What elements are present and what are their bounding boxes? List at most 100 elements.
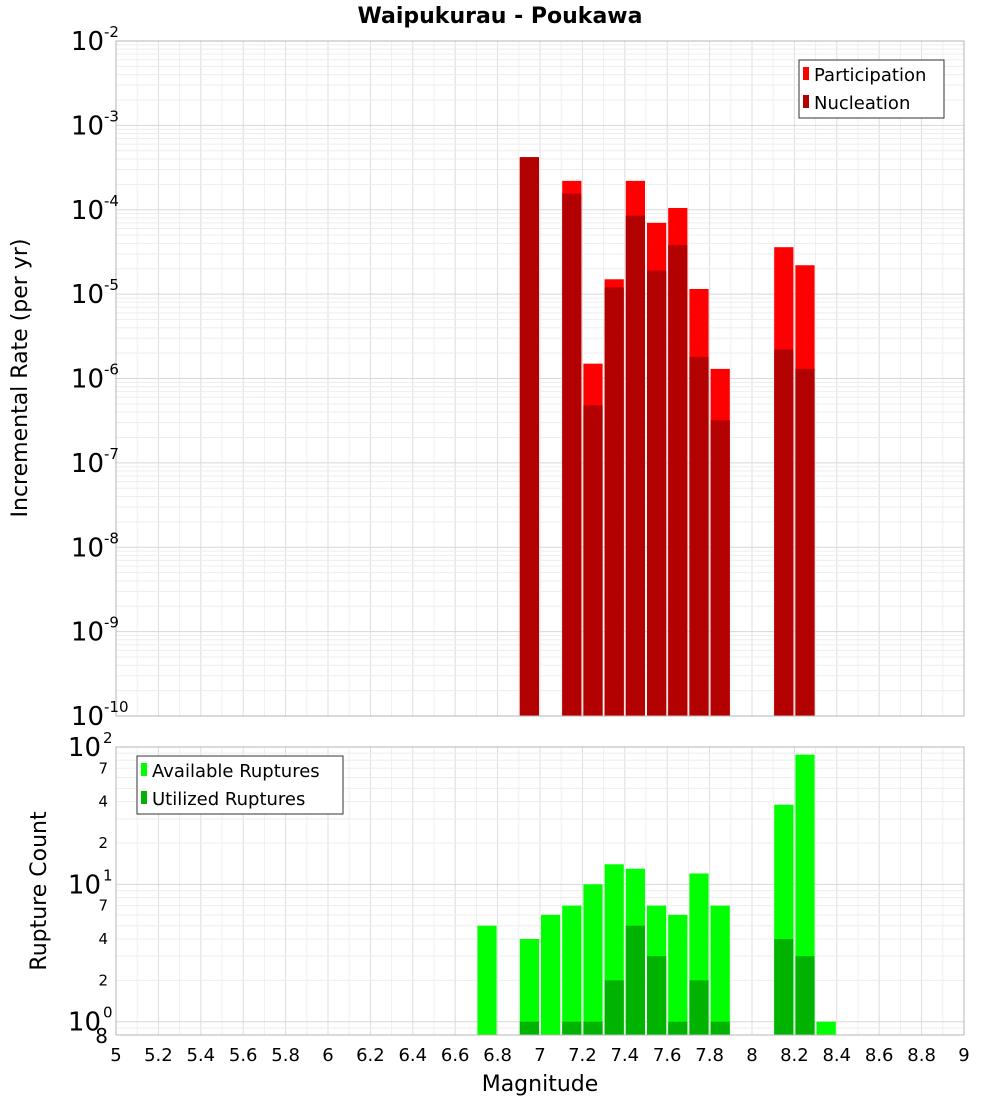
available-ruptures-bar [519, 939, 539, 1035]
bottom-legend-swatch [141, 791, 147, 804]
x-tick-label: 7.6 [653, 1045, 682, 1066]
top-y-tick-exponent: -5 [104, 276, 119, 294]
top-y-tick-label: 10 -4 [71, 192, 119, 226]
top-y-tick-exponent: -3 [104, 107, 119, 125]
bottom-y-minor-tick-label: 2 [98, 971, 108, 989]
top-y-tick-base: 10 [71, 618, 104, 648]
nucleation-bar [562, 193, 582, 716]
bottom-y-minor-tick-label: 7 [98, 897, 108, 915]
top-y-tick-base: 10 [71, 449, 104, 479]
frame-layer [115, 40, 965, 1036]
top-y-tick-base: 10 [71, 365, 104, 395]
utilized-ruptures-bar [519, 1021, 539, 1035]
top-y-tick-base: 10 [71, 533, 104, 563]
available-ruptures-bar [541, 914, 561, 1035]
top-plot-border [115, 40, 965, 717]
nucleation-bar [583, 405, 603, 716]
bottom-y-tick-exponent: 1 [103, 866, 113, 884]
bottom-y-minor-tick-label: 2 [98, 834, 108, 852]
x-tick-label: 9 [958, 1045, 969, 1066]
utilized-ruptures-bar [710, 1021, 730, 1035]
top-y-tick-base: 10 [71, 27, 104, 57]
bottom-legend-label: Utilized Ruptures [152, 789, 305, 810]
x-tick-label: 7 [534, 1045, 545, 1066]
top-y-tick-label: 10 -6 [71, 361, 119, 395]
bottom-y-minor-tick-label: 8 [95, 1024, 108, 1048]
bottom-legend-label: Available Ruptures [152, 761, 320, 782]
available-ruptures-bar [710, 905, 730, 1035]
x-tick-label: 5.2 [144, 1045, 173, 1066]
available-ruptures-bar [583, 884, 603, 1035]
top-y-tick-label: 10 -8 [71, 529, 119, 563]
bottom-y-tick-base: 10 [68, 870, 101, 900]
x-tick-label: 8.2 [780, 1045, 809, 1066]
x-tick-label: 7.4 [610, 1045, 639, 1066]
top-y-tick-base: 10 [71, 280, 104, 310]
available-ruptures-bar [816, 1021, 836, 1035]
nucleation-bar [710, 420, 730, 716]
x-tick-label: 5 [110, 1045, 121, 1066]
x-tick-label: 8.6 [865, 1045, 894, 1066]
utilized-ruptures-bar [774, 939, 794, 1035]
bottom-legend-swatch [141, 763, 147, 776]
utilized-ruptures-bar [795, 956, 815, 1035]
top-y-tick-label: 10 -9 [71, 614, 119, 648]
x-tick-label: 8 [746, 1045, 757, 1066]
bottom-y-tick-label: 10 1 [68, 866, 113, 900]
top-y-tick-exponent: -9 [104, 614, 119, 632]
x-tick-label: 7.8 [695, 1045, 724, 1066]
x-tick-label: 5.4 [186, 1045, 215, 1066]
x-tick-label: 5.6 [229, 1045, 258, 1066]
top-y-axis-label: Incremental Rate (per yr) [8, 239, 33, 518]
nucleation-bar [689, 356, 709, 716]
grid-layer [115, 40, 965, 1036]
x-tick-label: 7.2 [568, 1045, 597, 1066]
top-legend-swatch [803, 95, 809, 108]
nucleation-bar [519, 157, 539, 717]
top-y-tick-exponent: -6 [104, 361, 119, 379]
bottom-y-tick-label: 10 0 [68, 1004, 113, 1038]
x-tick-label: 6 [322, 1045, 333, 1066]
available-ruptures-bar [562, 905, 582, 1035]
utilized-ruptures-bar [647, 956, 667, 1035]
top-legend-swatch [803, 67, 809, 80]
top-y-tick-label: 10 -2 [71, 23, 119, 57]
nucleation-bar [647, 270, 667, 716]
available-ruptures-bar [668, 914, 688, 1035]
bottom-y-tick-base: 10 [68, 733, 101, 763]
bottom-y-tick-label: 10 2 [68, 729, 113, 763]
top-y-tick-exponent: -7 [104, 445, 119, 463]
available-ruptures-bar [477, 925, 497, 1035]
utilized-ruptures-bar [583, 1021, 603, 1035]
x-tick-label: 6.6 [441, 1045, 470, 1066]
nucleation-bar [625, 215, 645, 717]
top-y-tick-base: 10 [71, 702, 104, 732]
top-y-tick-exponent: -10 [104, 698, 129, 716]
utilized-ruptures-bar [625, 925, 645, 1035]
nucleation-bar [795, 368, 815, 716]
bottom-plot-border [115, 746, 965, 1036]
utilized-ruptures-bar [562, 1021, 582, 1035]
top-y-tick-label: 10 -10 [71, 698, 129, 732]
top-legend-label: Nucleation [814, 93, 910, 114]
utilized-ruptures-bar [668, 1021, 688, 1035]
top-y-tick-exponent: -8 [104, 529, 119, 547]
nucleation-bar [774, 349, 794, 716]
chart-title: Waipukurau - Poukawa [358, 4, 643, 29]
bottom-y-tick-exponent: 0 [103, 1004, 113, 1022]
x-tick-label: 6.4 [398, 1045, 427, 1066]
top-y-tick-label: 10 -7 [71, 445, 119, 479]
bottom-y-tick-exponent: 2 [103, 729, 113, 747]
bottom-y-tick-base: 10 [68, 1008, 101, 1038]
x-tick-label: 6.8 [483, 1045, 512, 1066]
x-tick-label: 8.4 [822, 1045, 851, 1066]
x-tick-label: 5.8 [271, 1045, 300, 1066]
x-axis-label: Magnitude [482, 1072, 599, 1097]
bottom-y-minor-tick-label: 4 [98, 793, 108, 811]
top-y-tick-label: 10 -3 [71, 107, 119, 141]
bottom-y-minor-tick-label: 7 [98, 759, 108, 777]
top-y-tick-label: 10 -5 [71, 276, 119, 310]
